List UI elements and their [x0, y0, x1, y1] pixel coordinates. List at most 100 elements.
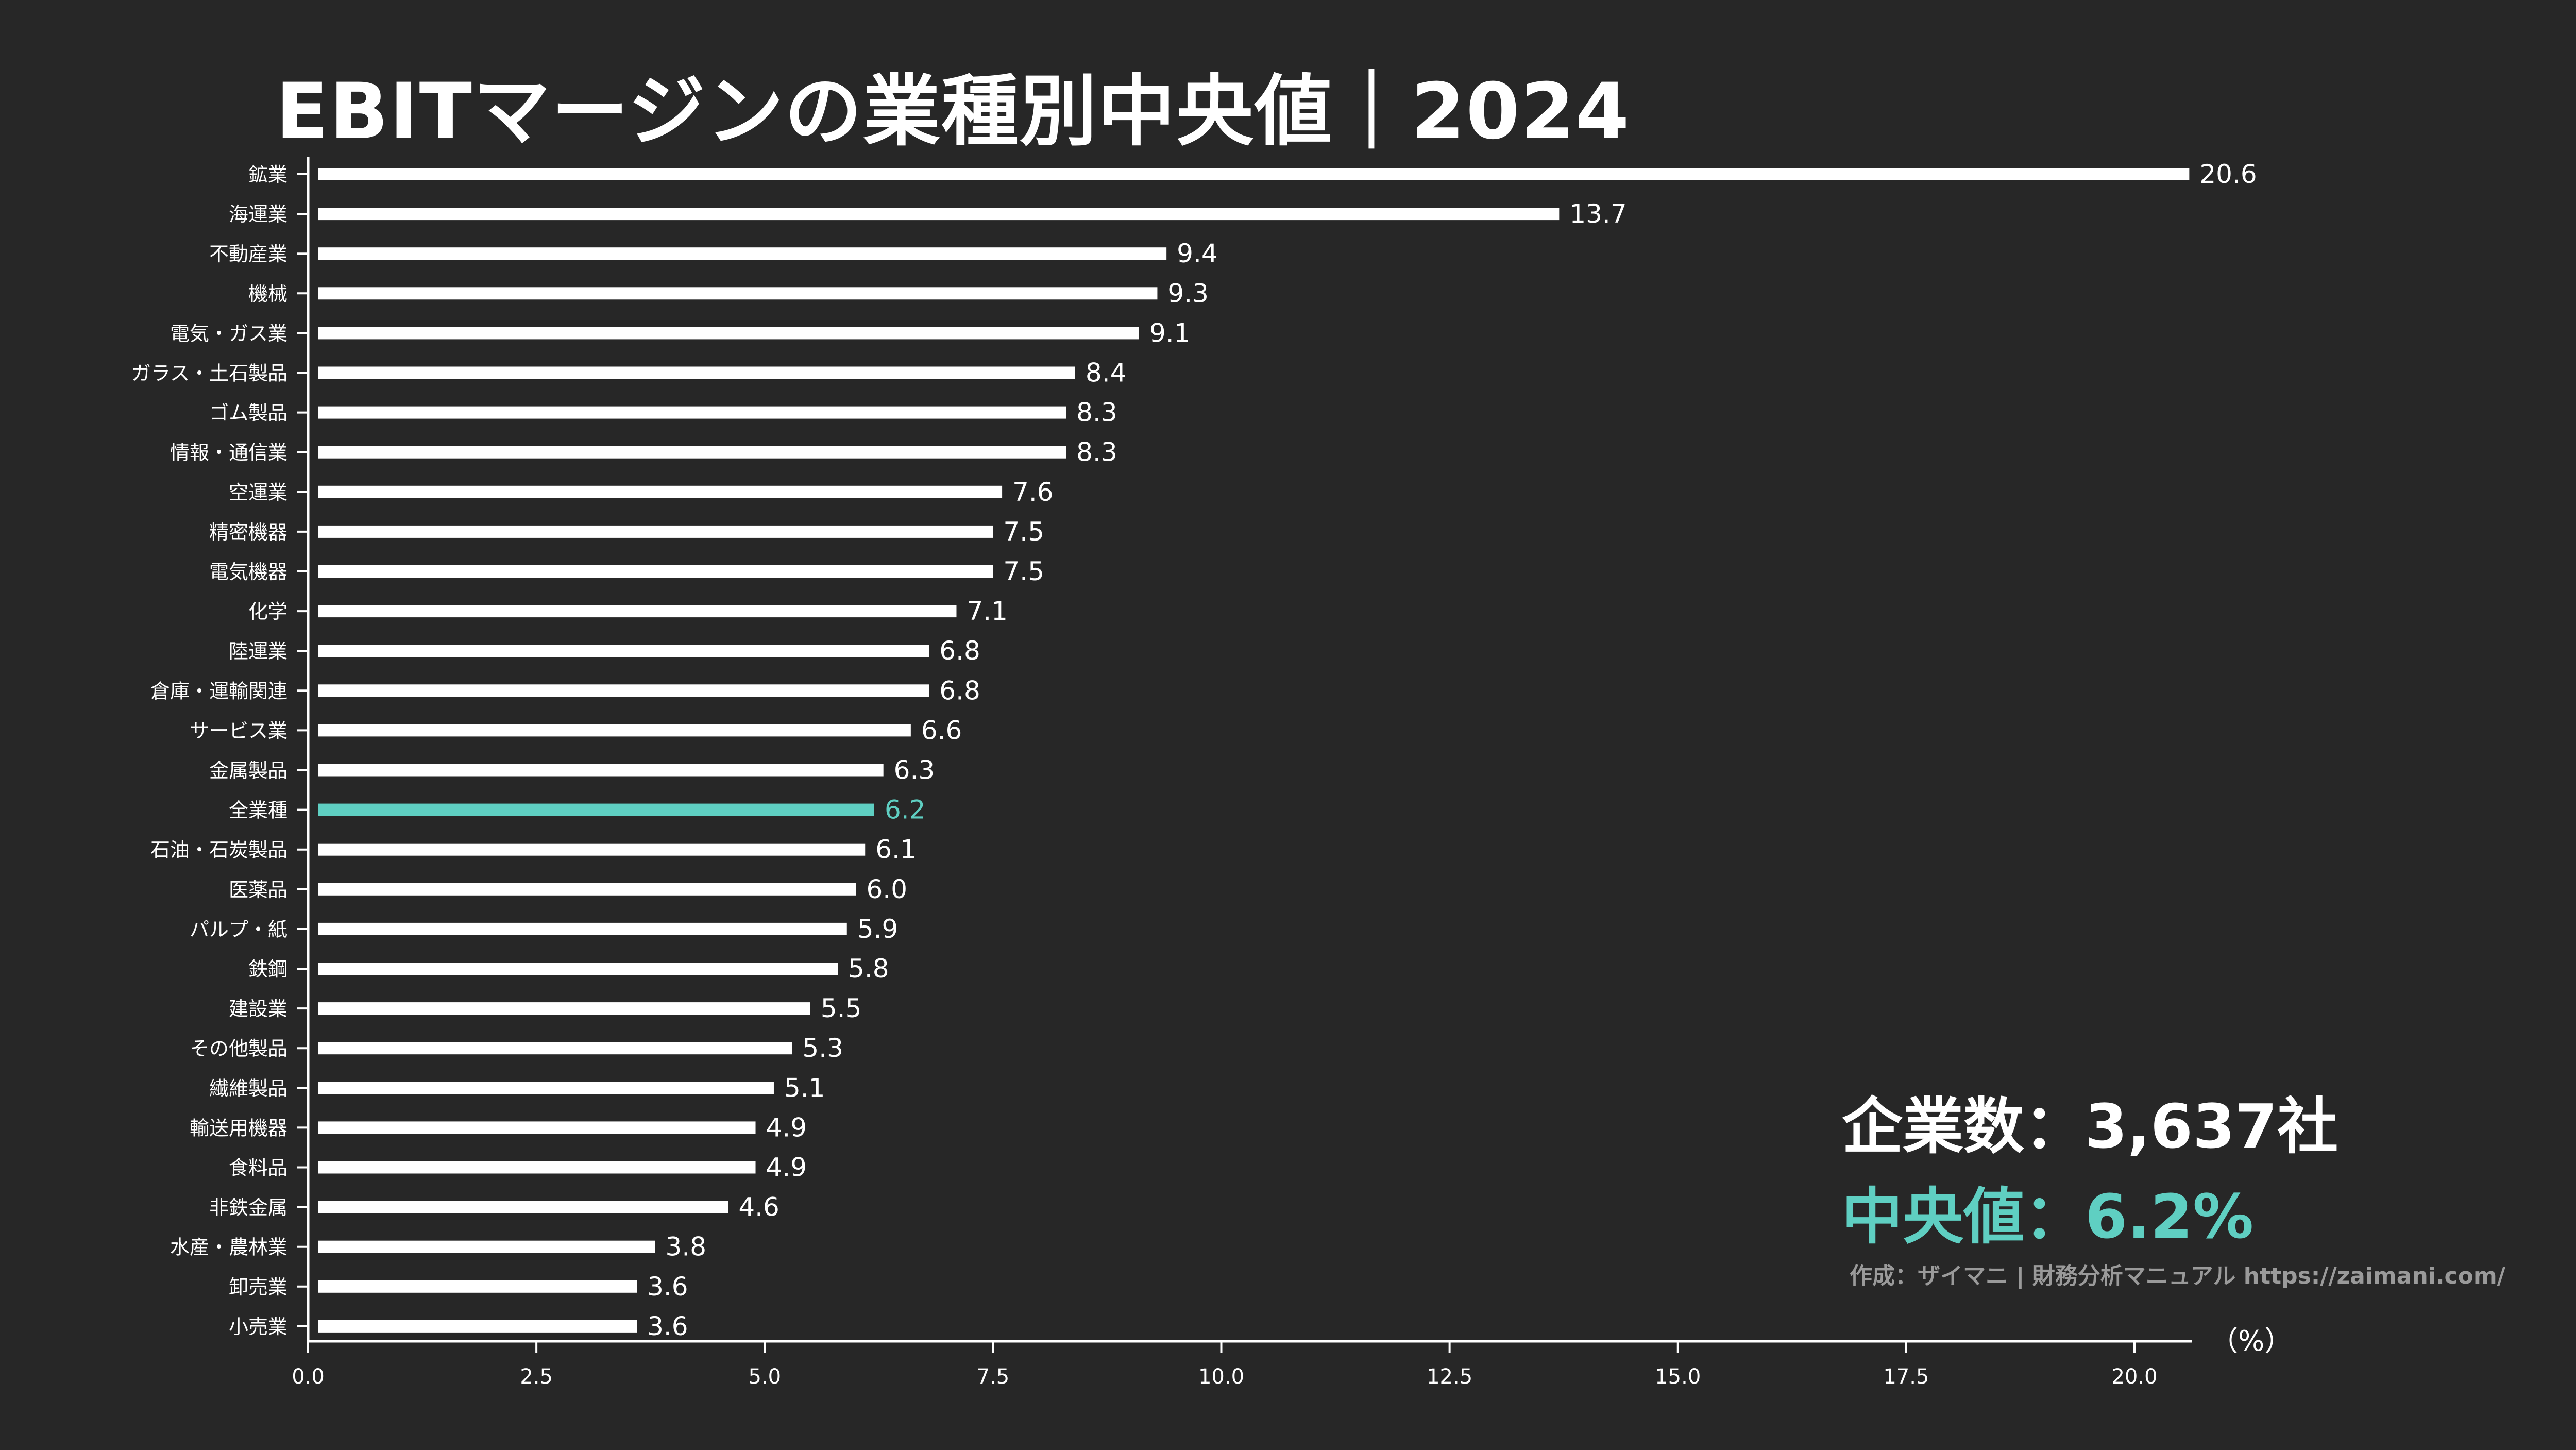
- category-label: サービス業: [190, 719, 287, 742]
- bar: [318, 1320, 637, 1333]
- x-tick-label: 12.5: [1427, 1365, 1472, 1389]
- bar: [318, 327, 1139, 340]
- data-label: 7.1: [967, 596, 1008, 626]
- category-label: 繊維製品: [209, 1077, 287, 1100]
- category-label: 鉄鋼: [248, 958, 287, 981]
- data-label: 3.8: [666, 1232, 707, 1262]
- category-label: 非鉄金属: [209, 1196, 287, 1219]
- data-label: 8.4: [1086, 358, 1127, 388]
- category-label: 空運業: [229, 481, 287, 504]
- x-tick-label: 10.0: [1198, 1365, 1244, 1389]
- x-tick-label: 17.5: [1883, 1365, 1929, 1389]
- data-label: 4.6: [738, 1192, 779, 1222]
- bar: [318, 1082, 774, 1094]
- bar: [318, 366, 1075, 379]
- data-label: 5.9: [857, 914, 899, 944]
- x-tick-label: 2.5: [520, 1365, 553, 1389]
- data-label: 9.3: [1167, 278, 1209, 308]
- data-label: 3.6: [647, 1272, 688, 1302]
- data-label: 5.5: [821, 993, 862, 1023]
- category-label: 精密機器: [209, 521, 287, 544]
- data-label: 4.9: [766, 1153, 807, 1183]
- bar: [318, 1002, 810, 1015]
- data-label: 7.5: [1003, 517, 1044, 547]
- category-label: 情報・通信業: [170, 442, 287, 464]
- x-tick-label: 15.0: [1655, 1365, 1701, 1389]
- category-label: その他製品: [190, 1037, 287, 1060]
- bar-highlight: [318, 803, 874, 816]
- category-label: 鉱業: [248, 163, 287, 186]
- data-label: 6.8: [939, 676, 980, 705]
- bar: [318, 1121, 756, 1134]
- bar: [318, 1280, 637, 1293]
- data-label: 9.1: [1149, 318, 1191, 348]
- median-value: 中央値：6.2%: [1842, 1181, 2254, 1252]
- category-label: 不動産業: [209, 243, 287, 265]
- bar: [318, 446, 1066, 459]
- bar: [318, 764, 884, 777]
- data-label: 8.3: [1076, 398, 1117, 428]
- x-tick-label: 7.5: [977, 1365, 1010, 1389]
- data-label: 6.1: [875, 835, 917, 865]
- bar: [318, 406, 1066, 419]
- data-label: 4.9: [766, 1112, 807, 1142]
- data-label: 8.3: [1076, 437, 1117, 467]
- data-label: 6.2: [885, 795, 926, 825]
- bar: [318, 565, 993, 578]
- bar: [318, 208, 1560, 221]
- data-label: 6.6: [921, 715, 962, 745]
- bar: [318, 843, 866, 856]
- category-label: 水産・農林業: [170, 1236, 287, 1259]
- data-label: 7.5: [1003, 557, 1044, 586]
- data-label: 5.1: [784, 1073, 825, 1103]
- category-label: 電気・ガス業: [170, 322, 287, 345]
- data-label: 13.7: [1569, 199, 1626, 229]
- bar: [318, 1201, 728, 1213]
- bar: [318, 645, 929, 657]
- category-label: 輸送用機器: [190, 1117, 287, 1139]
- data-label: 7.6: [1012, 477, 1054, 507]
- bar: [318, 168, 2190, 180]
- category-label: 小売業: [229, 1316, 287, 1338]
- bar: [318, 963, 838, 975]
- category-label: 化学: [248, 600, 287, 623]
- bar: [318, 724, 911, 737]
- data-label: 5.8: [848, 954, 889, 984]
- x-tick-label: 5.0: [748, 1365, 781, 1389]
- data-label: 6.3: [894, 755, 935, 785]
- company-count: 企業数：3,637社: [1842, 1091, 2338, 1162]
- bar: [318, 1042, 792, 1055]
- category-label: 海運業: [229, 203, 287, 226]
- data-label: 6.0: [867, 874, 908, 904]
- bar: [318, 247, 1167, 260]
- bar: [318, 287, 1158, 300]
- category-label: 全業種: [229, 799, 287, 822]
- category-label: ガラス・土石製品: [131, 362, 287, 385]
- chart-title: EBITマージンの業種別中央値｜2024: [276, 67, 1631, 157]
- category-label: 建設業: [229, 998, 287, 1020]
- data-label: 9.4: [1177, 239, 1218, 268]
- category-label: 陸運業: [229, 640, 287, 663]
- x-tick-label: 0.0: [292, 1365, 325, 1389]
- bar: [318, 1161, 756, 1174]
- category-label: 卸売業: [229, 1276, 287, 1299]
- category-label: 食料品: [229, 1157, 287, 1179]
- category-label: パルプ・紙: [190, 918, 287, 941]
- data-label: 6.8: [939, 636, 980, 666]
- bar: [318, 883, 856, 896]
- credit-text: 作成：ザイマニ | 財務分析マニュアル https://zaimani.com/: [1850, 1263, 2505, 1289]
- bar: [318, 525, 993, 538]
- bar: [318, 922, 847, 935]
- data-label: 20.6: [2199, 159, 2257, 189]
- data-label: 5.3: [802, 1033, 843, 1063]
- bar: [318, 1240, 655, 1253]
- category-label: 金属製品: [209, 760, 287, 782]
- x-tick-label: 20.0: [2111, 1365, 2157, 1389]
- category-label: 石油・石炭製品: [150, 839, 287, 862]
- category-label: 倉庫・運輸関連: [150, 680, 287, 702]
- category-label: 医薬品: [229, 879, 287, 901]
- bar: [318, 605, 957, 618]
- category-label: ゴム製品: [209, 402, 287, 425]
- bar: [318, 684, 929, 697]
